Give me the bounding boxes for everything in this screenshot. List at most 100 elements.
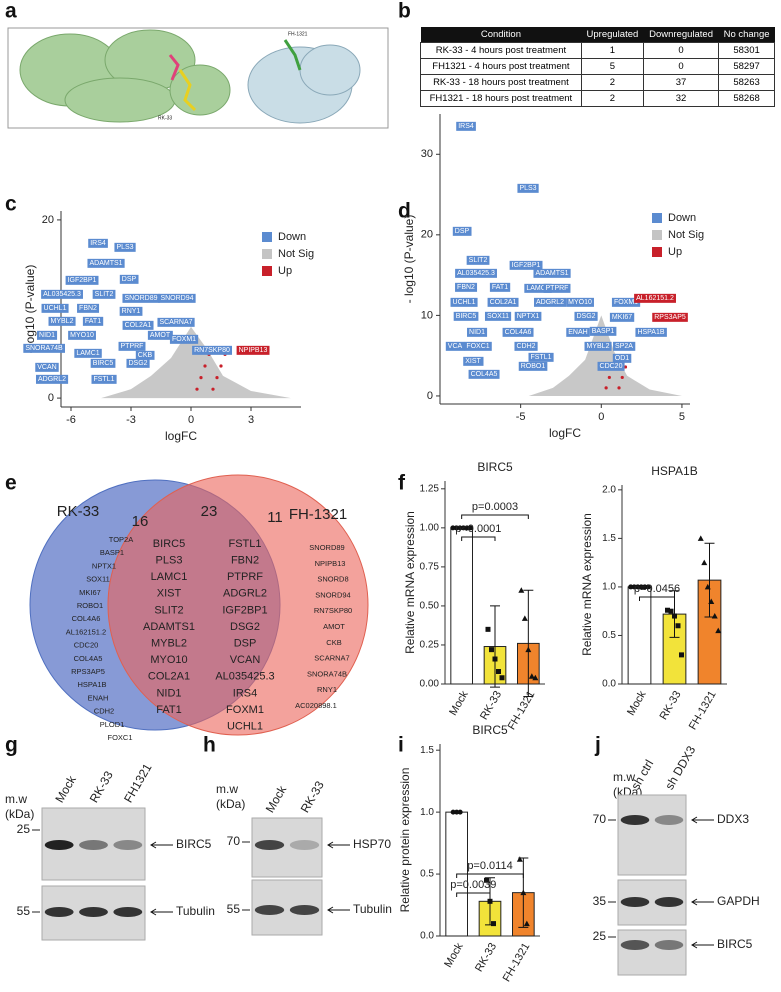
panel-label: h <box>203 734 216 757</box>
gene-label-box <box>157 317 195 327</box>
gene-label: DSP <box>455 228 470 235</box>
band-label: Tubulin <box>353 902 392 916</box>
gene-label-box <box>88 238 108 248</box>
x-tick-label: 0 <box>598 411 604 423</box>
gene-label-box <box>452 226 472 236</box>
legend-swatch <box>652 213 662 223</box>
up-dot <box>620 375 624 380</box>
data-point <box>496 669 501 675</box>
y-tick-label: 0 <box>427 390 433 402</box>
significance-bracket <box>461 536 496 541</box>
ligand <box>168 54 197 112</box>
data-point <box>628 584 634 590</box>
data-point <box>715 627 722 634</box>
gene-label-box <box>463 356 484 366</box>
gene-label-box <box>169 334 199 344</box>
gene-name: UCHL1 <box>227 721 263 733</box>
data-point <box>708 598 715 604</box>
x-axis-label: logFC <box>549 426 581 440</box>
gene-name: TOP2A <box>109 535 133 544</box>
mw-marker: 25 <box>17 822 31 836</box>
structure-label: RK-33 <box>158 115 172 121</box>
lane-label: Mock <box>263 782 290 815</box>
gene-label: BIRC5 <box>456 313 477 320</box>
data-point <box>516 856 523 862</box>
gene-label-box <box>574 311 598 321</box>
lane-label: Mock <box>52 772 79 805</box>
table-cell: RK-33 - 18 hours post treatment <box>420 74 582 91</box>
p-value: p<0.0001 <box>455 523 501 535</box>
data-point <box>645 584 651 590</box>
legend-label: Down <box>278 231 306 243</box>
gene-label: ADAMTS1 <box>535 270 568 277</box>
y-tick-label: 2.0 <box>602 484 616 495</box>
data-point <box>487 898 493 904</box>
band <box>289 840 320 850</box>
gene-label-box <box>634 293 676 303</box>
y-tick-label: 1.5 <box>602 533 616 544</box>
gene-name: RPS3AP5 <box>71 667 105 676</box>
gene-label: RNY1 <box>122 308 141 315</box>
gene-label-box <box>122 320 154 330</box>
gene-label: SOX11 <box>487 313 509 320</box>
gene-label-box <box>566 297 594 307</box>
gene-label: VCAN <box>37 364 56 371</box>
gene-label-box <box>119 274 139 284</box>
gene-name: SCARNA7 <box>314 654 349 663</box>
up-dot <box>623 365 628 369</box>
gene-label-box <box>612 353 632 363</box>
gene-label: UCHL1 <box>44 305 67 312</box>
table-cell: 58263 <box>718 74 775 91</box>
up-dot <box>211 387 215 391</box>
band <box>620 815 650 825</box>
legend-swatch <box>652 230 662 240</box>
gene-name: ADAMTS1 <box>143 621 195 633</box>
gene-name: IGF2BP1 <box>222 604 267 616</box>
x-tick-label: Mock <box>447 689 471 718</box>
x-tick-label: RK-33 <box>478 689 504 722</box>
band <box>113 840 143 850</box>
significance-bracket <box>639 596 675 601</box>
gene-label-box <box>48 316 76 326</box>
gene-label: FOXC1 <box>466 343 489 350</box>
gene-label: DSG2 <box>576 313 595 320</box>
gene-label-box <box>589 326 617 336</box>
p-value: p=0.0114 <box>467 860 512 872</box>
table-cell: FH1321 - 4 hours post treatment <box>420 58 582 75</box>
gene-label: COL4A6 <box>505 329 532 336</box>
gene-label-box <box>445 341 465 351</box>
gene-label: IGF2BP1 <box>512 262 541 269</box>
panel-label: e <box>5 472 17 495</box>
panel-label: g <box>5 734 18 757</box>
table-row: RK-33 - 18 hours post treatment 2 37 58263 <box>420 74 775 91</box>
blot <box>617 794 687 876</box>
gene-name: COL4A5 <box>74 654 103 663</box>
legend-label: Down <box>668 212 696 224</box>
legend-swatch <box>262 232 272 242</box>
data-point <box>518 587 525 593</box>
gene-label: MKI67 <box>612 314 632 321</box>
gene-name: DSP <box>234 638 257 650</box>
arrow <box>691 816 714 824</box>
gene-label: ADGRL2 <box>38 376 66 383</box>
protein-structure-blue <box>247 44 361 124</box>
x-tick-label: -3 <box>126 414 136 426</box>
lane-label: RK-33 <box>87 768 116 805</box>
gene-label: NID1 <box>469 329 485 336</box>
gene-name: SLIT2 <box>154 604 183 616</box>
y-tick-label: 0 <box>48 392 54 404</box>
arrow <box>691 941 714 949</box>
y-axis-label: Relative mRNA expression <box>580 513 594 656</box>
mw-marker: 25 <box>593 929 607 943</box>
up-dot <box>607 375 611 380</box>
header-cell: Condition <box>420 27 582 43</box>
mw-marker: 70 <box>593 812 607 826</box>
band-label: BIRC5 <box>717 937 753 951</box>
y-axis-label: - log10 (P-value) <box>402 215 416 304</box>
ligand <box>283 39 302 71</box>
gene-name: FOXM1 <box>226 704 264 716</box>
gene-label-box <box>635 327 667 337</box>
chart-title: BIRC5 <box>477 460 513 474</box>
gene-name: BASP1 <box>100 548 124 557</box>
table-cell: 58301 <box>718 42 775 59</box>
